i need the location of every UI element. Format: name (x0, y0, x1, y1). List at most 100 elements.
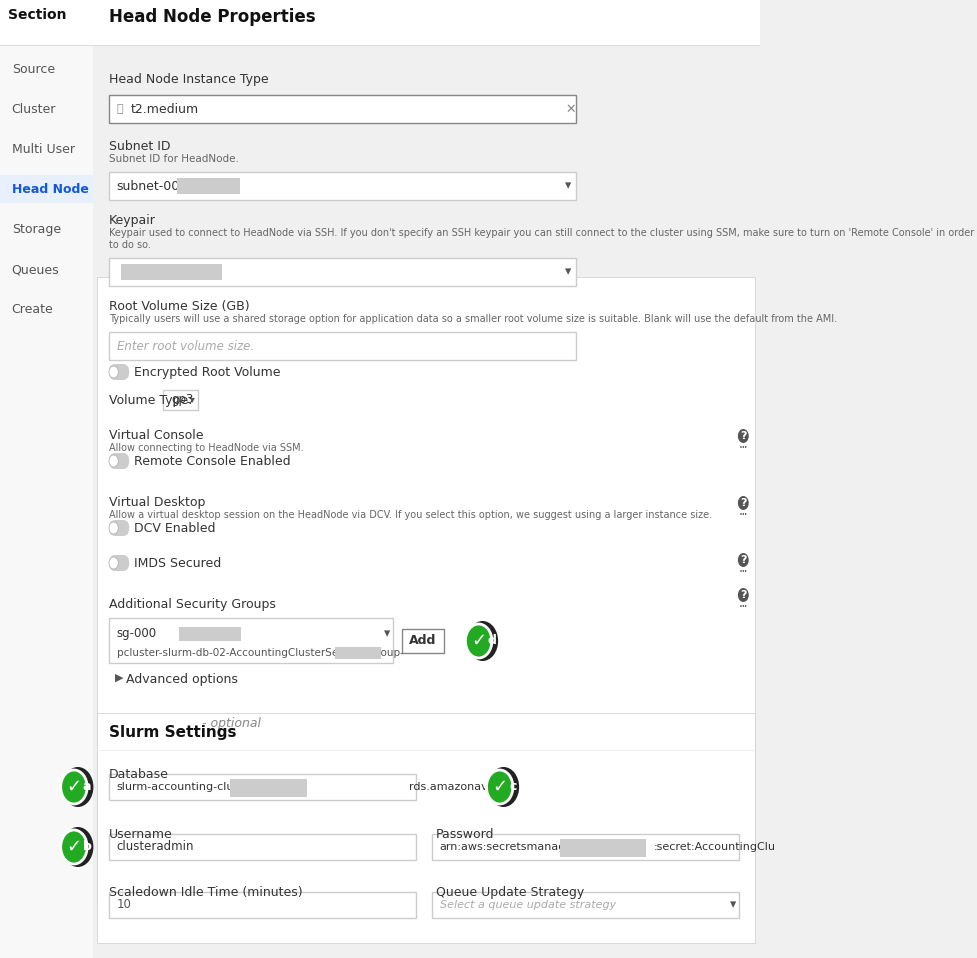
Text: a: a (83, 781, 92, 793)
Bar (0, 45, 760, 46)
Bar (163, 390, 198, 410)
Circle shape (744, 446, 746, 448)
Bar (402, 629, 445, 653)
Circle shape (738, 429, 748, 443)
Text: Enter root volume size.: Enter root volume size. (116, 339, 254, 353)
Bar (109, 834, 416, 860)
Text: ✓: ✓ (471, 632, 487, 650)
Text: slurm-accounting-cluster.: slurm-accounting-cluster. (116, 782, 259, 792)
Bar (432, 892, 740, 918)
FancyBboxPatch shape (109, 520, 129, 536)
Text: d: d (488, 634, 496, 648)
Text: arn:aws:secretsmanager:: arn:aws:secretsmanager: (440, 842, 581, 852)
Text: Storage: Storage (12, 223, 61, 236)
Circle shape (741, 446, 742, 448)
Text: ✓: ✓ (492, 778, 507, 796)
Text: pcluster-slurm-db-02-AccountingClusterSecurityGroup-: pcluster-slurm-db-02-AccountingClusterSe… (116, 648, 404, 658)
Bar (98, 277, 755, 905)
Text: Password: Password (436, 828, 494, 841)
Circle shape (61, 770, 87, 804)
Circle shape (741, 570, 742, 572)
Text: ✓: ✓ (66, 838, 81, 856)
Text: ?: ? (740, 431, 746, 441)
Circle shape (61, 830, 87, 864)
Text: ▾: ▾ (565, 179, 572, 193)
Circle shape (109, 455, 118, 467)
Text: t2.medium: t2.medium (131, 103, 199, 116)
Text: ?: ? (740, 590, 746, 600)
Text: Add: Add (409, 634, 437, 648)
Bar (109, 332, 576, 360)
Text: c: c (509, 781, 517, 793)
Bar (432, 834, 740, 860)
Text: Root Volume Size (GB): Root Volume Size (GB) (109, 300, 249, 313)
Text: Source: Source (12, 63, 55, 76)
Text: Typically users will use a shared storage option for application data so a small: Typically users will use a shared storag… (109, 314, 837, 324)
Text: Subnet ID: Subnet ID (109, 140, 170, 153)
Text: Slurm Settings: Slurm Settings (109, 725, 236, 740)
Text: subnet-002: subnet-002 (116, 179, 188, 193)
Bar (335, 647, 381, 659)
FancyBboxPatch shape (109, 453, 129, 469)
Circle shape (109, 522, 118, 534)
Text: Multi User: Multi User (12, 143, 74, 156)
Circle shape (743, 570, 744, 572)
Text: Keypair: Keypair (109, 214, 156, 227)
Text: gp3: gp3 (171, 393, 193, 405)
Text: Queue Update Strategy: Queue Update Strategy (436, 886, 584, 899)
FancyBboxPatch shape (109, 555, 129, 571)
Bar (0, 0, 760, 45)
Text: ?: ? (740, 498, 746, 508)
Circle shape (738, 496, 748, 510)
Circle shape (63, 767, 94, 807)
Text: DCV Enabled: DCV Enabled (134, 522, 215, 535)
Circle shape (744, 605, 746, 607)
Text: Head Node: Head Node (12, 183, 89, 196)
FancyBboxPatch shape (109, 364, 129, 380)
Bar (109, 618, 393, 663)
Bar (109, 774, 416, 800)
Text: Additional Security Groups: Additional Security Groups (109, 598, 276, 611)
Text: Database: Database (109, 768, 169, 781)
Text: Section: Section (8, 8, 66, 22)
Text: ?: ? (740, 555, 746, 565)
Text: ▾: ▾ (565, 265, 572, 279)
Circle shape (109, 557, 118, 569)
Text: Keypair used to connect to HeadNode via SSH. If you don't specify an SSH keypair: Keypair used to connect to HeadNode via … (109, 228, 974, 238)
Text: 🔍: 🔍 (116, 104, 123, 114)
Text: Head Node Properties: Head Node Properties (109, 8, 316, 26)
Bar (0, 175, 93, 203)
Text: Create: Create (12, 303, 54, 316)
Text: Cluster: Cluster (12, 103, 56, 116)
Circle shape (744, 513, 746, 515)
Text: ▾: ▾ (730, 899, 737, 911)
Text: - optional: - optional (202, 717, 262, 729)
Text: to do so.: to do so. (109, 240, 150, 250)
Text: :secret:AccountingClu: :secret:AccountingClu (654, 842, 776, 852)
Text: Username: Username (109, 828, 173, 841)
Bar (0, 0, 94, 958)
Bar (230, 779, 308, 797)
Text: Select a queue update strategy: Select a queue update strategy (440, 900, 616, 910)
Bar (109, 892, 416, 918)
Bar (109, 258, 576, 286)
Text: clusteradmin: clusteradmin (116, 840, 194, 854)
Text: Scaledown Idle Time (minutes): Scaledown Idle Time (minutes) (109, 886, 303, 899)
Text: Remote Console Enabled: Remote Console Enabled (134, 455, 290, 468)
Text: Subnet ID for HeadNode.: Subnet ID for HeadNode. (109, 154, 238, 164)
Circle shape (743, 513, 744, 515)
Text: ✕: ✕ (566, 103, 575, 116)
Text: ▶: ▶ (115, 673, 124, 683)
Circle shape (738, 588, 748, 602)
Text: Virtual Console: Virtual Console (109, 429, 203, 442)
Text: Queues: Queues (12, 263, 60, 276)
Text: Encrypted Root Volume: Encrypted Root Volume (134, 366, 280, 379)
Circle shape (109, 366, 118, 378)
Text: rds.amazonav: rds.amazonav (408, 782, 488, 792)
Bar (561, 839, 646, 857)
Circle shape (743, 605, 744, 607)
Text: Head Node Instance Type: Head Node Instance Type (109, 73, 269, 86)
Text: ▾: ▾ (190, 394, 194, 404)
Bar (98, 750, 755, 751)
Circle shape (744, 570, 746, 572)
